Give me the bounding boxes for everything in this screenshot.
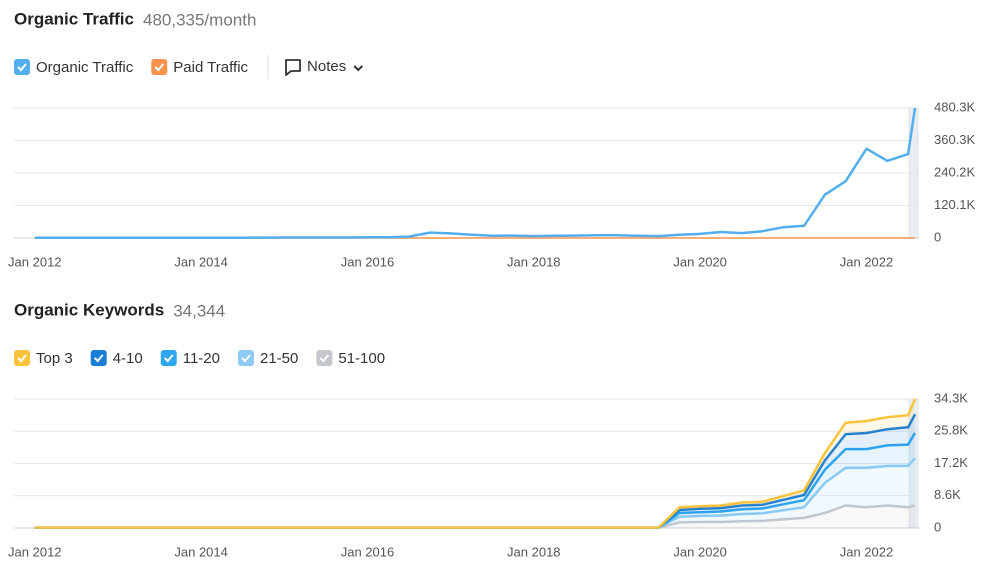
checkmark	[93, 354, 104, 363]
legend-checkbox[interactable]	[151, 59, 168, 75]
chart-subtitle: 480,335/month	[143, 10, 256, 29]
y-tick-label: 240.2K	[934, 164, 976, 179]
legend-label[interactable]: 11-20	[183, 350, 220, 367]
legend-checkbox[interactable]	[316, 350, 333, 366]
x-tick-label: Jan 2014	[174, 544, 228, 559]
y-tick-label: 120.1K	[934, 197, 976, 212]
x-tick-label: Jan 2018	[507, 254, 561, 269]
y-tick-label: 17.2K	[934, 455, 968, 470]
legend-label[interactable]: 4-10	[113, 350, 143, 367]
legend-label[interactable]: Top 3	[36, 350, 73, 367]
checkmark	[241, 354, 251, 363]
series-line	[34, 398, 917, 529]
checkmark	[17, 354, 27, 363]
y-tick-label: 0	[934, 519, 941, 534]
checkmark	[154, 63, 165, 72]
chart-title: Organic Traffic	[14, 9, 134, 28]
x-tick-label: Jan 2020	[673, 544, 727, 559]
y-tick-label: 8.6K	[934, 487, 961, 502]
x-tick-label: Jan 2016	[341, 544, 395, 559]
x-tick-label: Jan 2022	[840, 254, 894, 269]
x-tick-label: Jan 2014	[174, 254, 228, 269]
legend-checkbox[interactable]	[14, 59, 30, 75]
legend-checkbox[interactable]	[90, 350, 107, 366]
y-tick-label: 480.3K	[934, 99, 976, 114]
y-tick-label: 360.3K	[934, 132, 976, 147]
chevron	[353, 65, 363, 72]
y-tick-label: 25.8K	[934, 423, 968, 438]
chart-subtitle: 34,344	[173, 301, 225, 320]
x-tick-label: Jan 2022	[840, 544, 894, 559]
x-tick-label: Jan 2016	[341, 254, 395, 269]
x-tick-label: Jan 2012	[8, 544, 62, 559]
notes-button[interactable]: Notes	[307, 58, 346, 75]
checkmark	[319, 354, 330, 363]
chart-title: Organic Keywords	[14, 300, 164, 319]
legend-label[interactable]: 51-100	[338, 350, 385, 367]
y-tick-label: 34.3K	[934, 390, 968, 405]
notes-icon[interactable]	[285, 59, 301, 76]
legend-checkbox[interactable]	[160, 350, 177, 366]
series-line	[34, 107, 917, 239]
x-tick-label: Jan 2012	[8, 254, 62, 269]
legend-checkbox[interactable]	[14, 350, 30, 366]
legend-label[interactable]: 21-50	[260, 350, 298, 367]
checkmark	[164, 354, 174, 363]
legend-label[interactable]: Organic Traffic	[36, 59, 134, 76]
x-tick-label: Jan 2020	[673, 254, 727, 269]
legend-label[interactable]: Paid Traffic	[173, 59, 248, 76]
checkmark	[17, 63, 27, 72]
x-tick-label: Jan 2018	[507, 544, 561, 559]
y-tick-label: 0	[934, 229, 941, 244]
legend-checkbox[interactable]	[238, 350, 254, 366]
